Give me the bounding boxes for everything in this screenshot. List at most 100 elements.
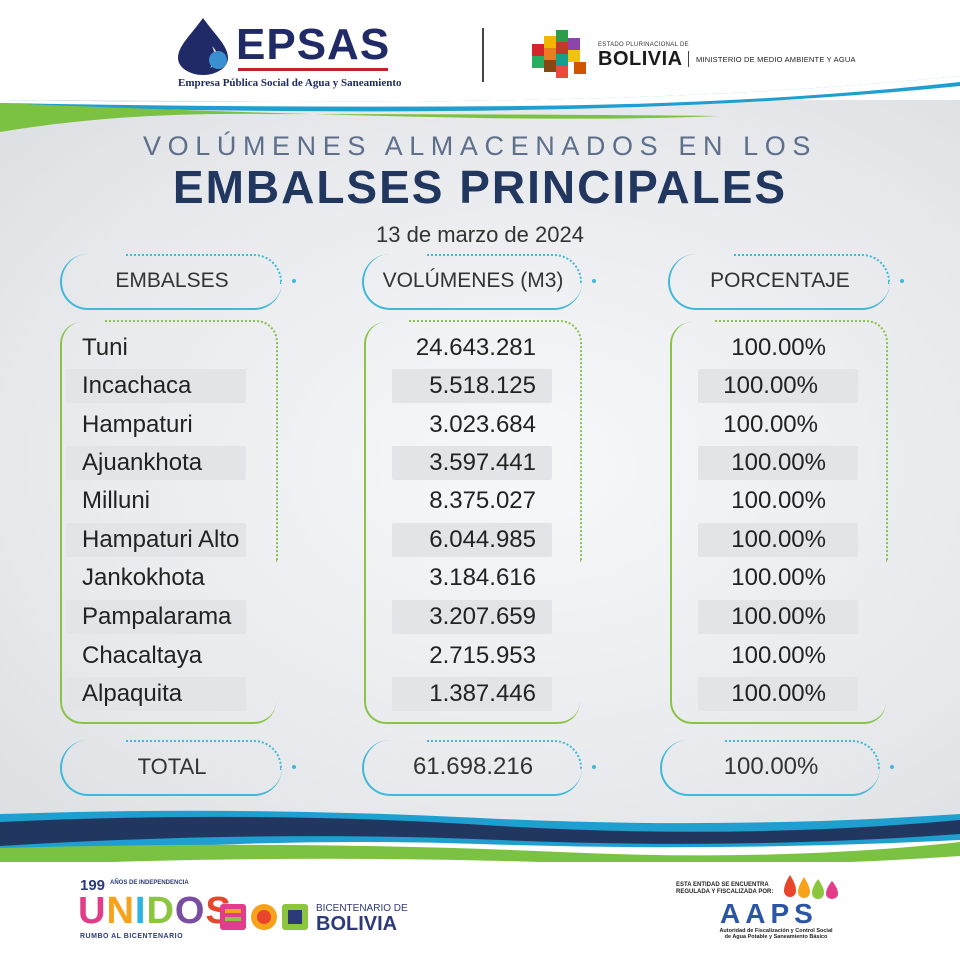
row-percent: 100.00% — [731, 487, 826, 514]
row-name: Pampalarama — [82, 603, 232, 630]
years-text: AÑOS DE INDEPENDENCIA — [110, 880, 189, 886]
total-label-pill: TOTAL — [60, 740, 296, 796]
unidos-logo: UNIDOS — [78, 891, 232, 931]
row-volume: 1.387.446 — [429, 680, 536, 707]
pill-dot — [292, 279, 296, 283]
title-line-2: EMBALSES PRINCIPALES — [172, 161, 788, 213]
footer — [0, 862, 960, 959]
aaps-line-1: ESTA ENTIDAD SE ENCUENTRA — [676, 882, 769, 888]
row-background — [698, 600, 858, 634]
bicentenario-small: BICENTENARIO DE — [316, 903, 408, 914]
row-background — [392, 677, 552, 711]
volumes-list-box — [364, 320, 583, 724]
bicentenario-emblem-icon — [220, 904, 308, 930]
ministry-divider — [688, 51, 689, 67]
row-volume: 3.023.684 — [429, 411, 536, 438]
row-name: Tuni — [82, 334, 128, 361]
state-name: BOLIVIA — [598, 48, 683, 70]
row-background — [698, 677, 858, 711]
bolivia-emblem-icon — [532, 30, 586, 78]
embalses-list-box — [60, 320, 279, 724]
row-volume: 3.207.659 — [429, 603, 536, 630]
header-porcentaje: PORCENTAJE — [668, 254, 904, 310]
header-volumenes-label: VOLÚMENES (M3) — [382, 269, 564, 292]
total-percent: 100.00% — [723, 753, 819, 780]
row-percent: 100.00% — [731, 642, 826, 669]
unidos-tagline: RUMBO AL BICENTENARIO — [80, 933, 184, 940]
unidos-letter: N — [106, 890, 135, 932]
row-background — [392, 523, 552, 557]
row-percent: 100.00% — [731, 680, 826, 707]
row-volume: 3.597.441 — [429, 449, 536, 476]
percent-list-box — [670, 320, 889, 724]
row-name: Hampaturi Alto — [82, 526, 240, 553]
row-name: Ajuankhota — [82, 449, 203, 476]
brand-underline — [238, 68, 388, 71]
row-background — [698, 523, 858, 557]
total-label: TOTAL — [137, 754, 207, 779]
row-percent: 100.00% — [731, 449, 826, 476]
row-percent: 100.00% — [731, 334, 826, 361]
row-percent: 100.00% — [731, 564, 826, 591]
row-percent: 100.00% — [731, 526, 826, 553]
row-volume: 24.643.281 — [415, 334, 536, 361]
header-embalses-label: EMBALSES — [115, 269, 229, 292]
row-volume: 2.715.953 — [429, 642, 536, 669]
row-name: Jankokhota — [82, 564, 205, 591]
row-background — [698, 369, 858, 403]
pill-dot — [292, 765, 296, 769]
aaps-sub-line-2: de Agua Potable y Saneamiento Básico — [724, 934, 828, 940]
row-background — [698, 446, 858, 480]
row-percent: 100.00% — [723, 411, 818, 438]
unidos-letter: D — [146, 890, 175, 932]
report-date: 13 de marzo de 2024 — [376, 222, 584, 247]
bicentenario-big: BOLIVIA — [316, 913, 398, 935]
unidos-letter: U — [78, 890, 107, 932]
pill-dot — [900, 279, 904, 283]
row-background — [66, 523, 246, 557]
row-background — [392, 369, 552, 403]
years-number: 199 — [80, 877, 106, 894]
row-background — [392, 446, 552, 480]
row-volume: 3.184.616 — [429, 564, 536, 591]
row-background — [66, 369, 246, 403]
title-line-1: VOLÚMENES ALMACENADOS EN LOS — [143, 131, 817, 161]
unidos-letter: O — [174, 890, 206, 932]
row-background — [392, 600, 552, 634]
header-volumenes: VOLÚMENES (M3) — [362, 254, 596, 310]
row-name: Chacaltaya — [82, 642, 203, 669]
header-porcentaje-label: PORCENTAJE — [710, 269, 850, 292]
aaps-description: Autoridad de Fiscalización y Control Soc… — [716, 928, 836, 940]
pill-dot — [592, 765, 596, 769]
row-name: Alpaquita — [82, 680, 183, 707]
total-percent-pill: 100.00% — [660, 740, 894, 796]
row-background — [66, 677, 246, 711]
aaps-line-2: REGULADA Y FISCALIZADA POR: — [676, 889, 774, 895]
total-volume: 61.698.216 — [412, 753, 534, 780]
row-name: Incachaca — [82, 372, 192, 399]
aaps-regulated-text: ESTA ENTIDAD SE ENCUENTRA REGULADA Y FIS… — [676, 882, 773, 896]
water-drop-icon — [178, 18, 228, 75]
pill-dot — [890, 765, 894, 769]
row-name: Milluni — [82, 487, 151, 514]
row-background — [66, 446, 246, 480]
state-label-small: ESTADO PLURINACIONAL DE — [598, 42, 689, 48]
brand-name: EPSAS — [236, 20, 391, 69]
row-percent: 100.00% — [723, 372, 818, 399]
row-percent: 100.00% — [731, 603, 826, 630]
bottom-wave-decoration — [0, 810, 960, 870]
aaps-logo: AAPS — [720, 898, 818, 929]
unidos-letter: I — [134, 890, 147, 932]
row-background — [66, 600, 246, 634]
row-volume: 6.044.985 — [429, 526, 536, 553]
total-volume-pill: 61.698.216 — [362, 740, 596, 796]
pill-dot — [592, 279, 596, 283]
brand-subtitle: Empresa Pública Social de Agua y Saneami… — [178, 77, 402, 89]
row-volume: 8.375.027 — [429, 487, 536, 514]
ministry-name: MINISTERIO DE MEDIO AMBIENTE Y AGUA — [696, 55, 856, 64]
row-volume: 5.518.125 — [429, 372, 536, 399]
aaps-sub-line-1: Autoridad de Fiscalización y Control Soc… — [719, 928, 833, 934]
top-wave-decoration — [0, 70, 960, 132]
header-divider — [482, 28, 484, 82]
header-embalses: EMBALSES — [60, 254, 296, 310]
